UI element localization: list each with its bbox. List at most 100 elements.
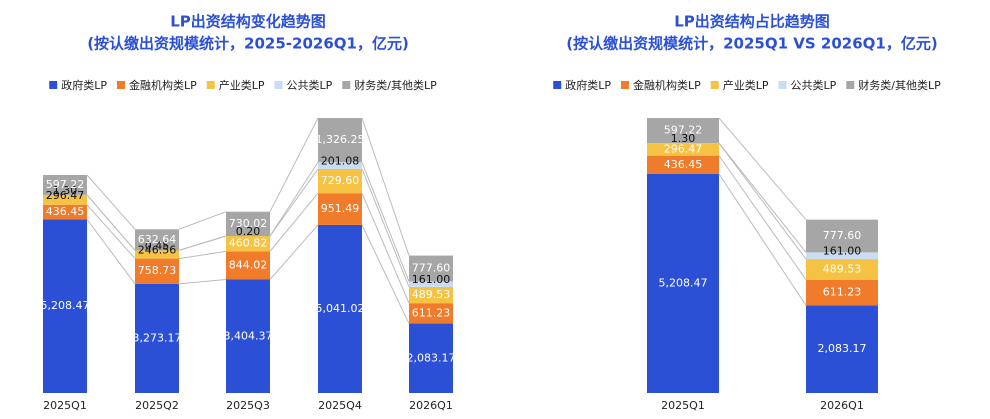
bar-segment <box>318 162 362 169</box>
data-label: 436.45 <box>664 158 703 171</box>
legend-label: 公共类LP <box>791 78 837 92</box>
x-tick-label: 2026Q1 <box>820 399 864 412</box>
bar-segment <box>409 281 453 287</box>
data-label: 611.23 <box>823 286 862 299</box>
chart-title: LP出资结构占比趋势图 <box>674 13 830 31</box>
connector <box>269 117 319 212</box>
legend-swatch <box>553 81 562 89</box>
connector <box>269 161 319 237</box>
legend-label: 金融机构类LP <box>633 78 701 92</box>
chart-subtitle: (按认缴出资规模统计，2025Q1 VS 2026Q1，亿元) <box>566 35 937 53</box>
data-label: 5,041.02 <box>316 302 365 315</box>
x-tick-label: 2025Q4 <box>318 399 362 412</box>
connector <box>86 219 136 285</box>
bar-segment <box>43 219 87 393</box>
connector <box>86 204 136 259</box>
legend-swatch <box>710 81 719 89</box>
x-tick-label: 2025Q3 <box>226 399 270 412</box>
data-label: 460.82 <box>229 237 268 250</box>
connector <box>178 235 227 251</box>
legend-label: 财务类/其他类LP <box>354 78 437 92</box>
bar-segment <box>409 303 453 324</box>
bar-segment <box>226 236 270 252</box>
legend-swatch <box>274 81 283 89</box>
data-label: 3,273.17 <box>133 331 182 344</box>
data-label: 246.56 <box>138 243 177 256</box>
connector <box>718 155 807 280</box>
bar-segment <box>409 323 453 393</box>
legend-swatch <box>846 81 855 89</box>
bar-segment <box>647 143 719 156</box>
bar-segment <box>226 211 270 237</box>
data-label: 597.22 <box>664 124 703 137</box>
legend-swatch <box>206 81 215 89</box>
bar-segment <box>135 229 179 251</box>
bar-segment <box>226 279 270 393</box>
bar-segment <box>43 174 87 195</box>
bar-segment <box>318 224 362 393</box>
data-label: 5,208.47 <box>659 276 708 289</box>
connector <box>718 173 807 306</box>
bar-segment <box>806 305 878 393</box>
bar-segment <box>806 279 878 306</box>
chart-title: LP出资结构变化趋势图 <box>170 13 326 31</box>
data-label: 1,326.25 <box>316 133 365 146</box>
bar-segment <box>647 173 719 393</box>
connector <box>718 142 807 253</box>
legend-label: 财务类/其他类LP <box>858 78 941 92</box>
connector <box>269 168 319 237</box>
legend-swatch <box>778 81 787 89</box>
data-label: 611.23 <box>412 306 451 319</box>
x-tick-label: 2026Q1 <box>409 399 453 412</box>
data-label: 0.20 <box>236 225 261 238</box>
legend-label: 产业类LP <box>723 78 769 92</box>
data-label: 777.60 <box>823 229 862 242</box>
legend-label: 政府类LP <box>61 78 107 92</box>
data-label: 730.02 <box>229 217 268 230</box>
bar-segment <box>806 219 878 253</box>
bar-segment <box>135 283 179 393</box>
data-label: 3,404.37 <box>224 329 273 342</box>
legend-swatch <box>49 81 58 89</box>
connector <box>178 211 227 230</box>
bar-segment <box>318 168 362 194</box>
connector <box>361 162 410 282</box>
connector <box>269 192 319 252</box>
data-label: 296.47 <box>664 142 703 155</box>
bar-segment <box>135 250 179 259</box>
data-label: 296.47 <box>46 189 85 202</box>
data-label: 201.08 <box>321 155 360 168</box>
data-label: 597.22 <box>46 178 85 191</box>
x-tick-label: 2025Q1 <box>661 399 705 412</box>
bar-segment <box>409 255 453 282</box>
data-label: 161.00 <box>823 245 862 258</box>
data-label: 729.60 <box>321 174 360 187</box>
data-label: 951.49 <box>321 202 360 215</box>
bar-segment <box>226 251 270 280</box>
legend-swatch <box>342 81 351 89</box>
bar-segment <box>135 258 179 284</box>
bar-segment <box>318 118 362 163</box>
data-label: 489.53 <box>823 262 862 275</box>
data-label: 436.45 <box>46 205 85 218</box>
legend-label: 公共类LP <box>287 78 333 92</box>
connector <box>361 224 410 324</box>
bar-segment <box>43 194 87 205</box>
data-label: 777.60 <box>412 262 451 275</box>
bar-segment <box>806 252 878 260</box>
connector <box>361 193 410 304</box>
data-label: 758.73 <box>138 264 177 277</box>
bar-segment <box>43 204 87 220</box>
bar-segment <box>318 193 362 225</box>
legend-swatch <box>621 81 629 89</box>
data-label: 5,208.47 <box>41 299 90 312</box>
legend-label: 政府类LP <box>565 78 611 92</box>
connector <box>718 142 807 260</box>
data-label: 2,083.17 <box>818 342 867 355</box>
connector <box>269 224 319 280</box>
data-label: 844.02 <box>229 258 268 271</box>
bar-segment <box>806 259 878 280</box>
data-label: 161.00 <box>412 273 451 286</box>
connector <box>178 279 227 285</box>
